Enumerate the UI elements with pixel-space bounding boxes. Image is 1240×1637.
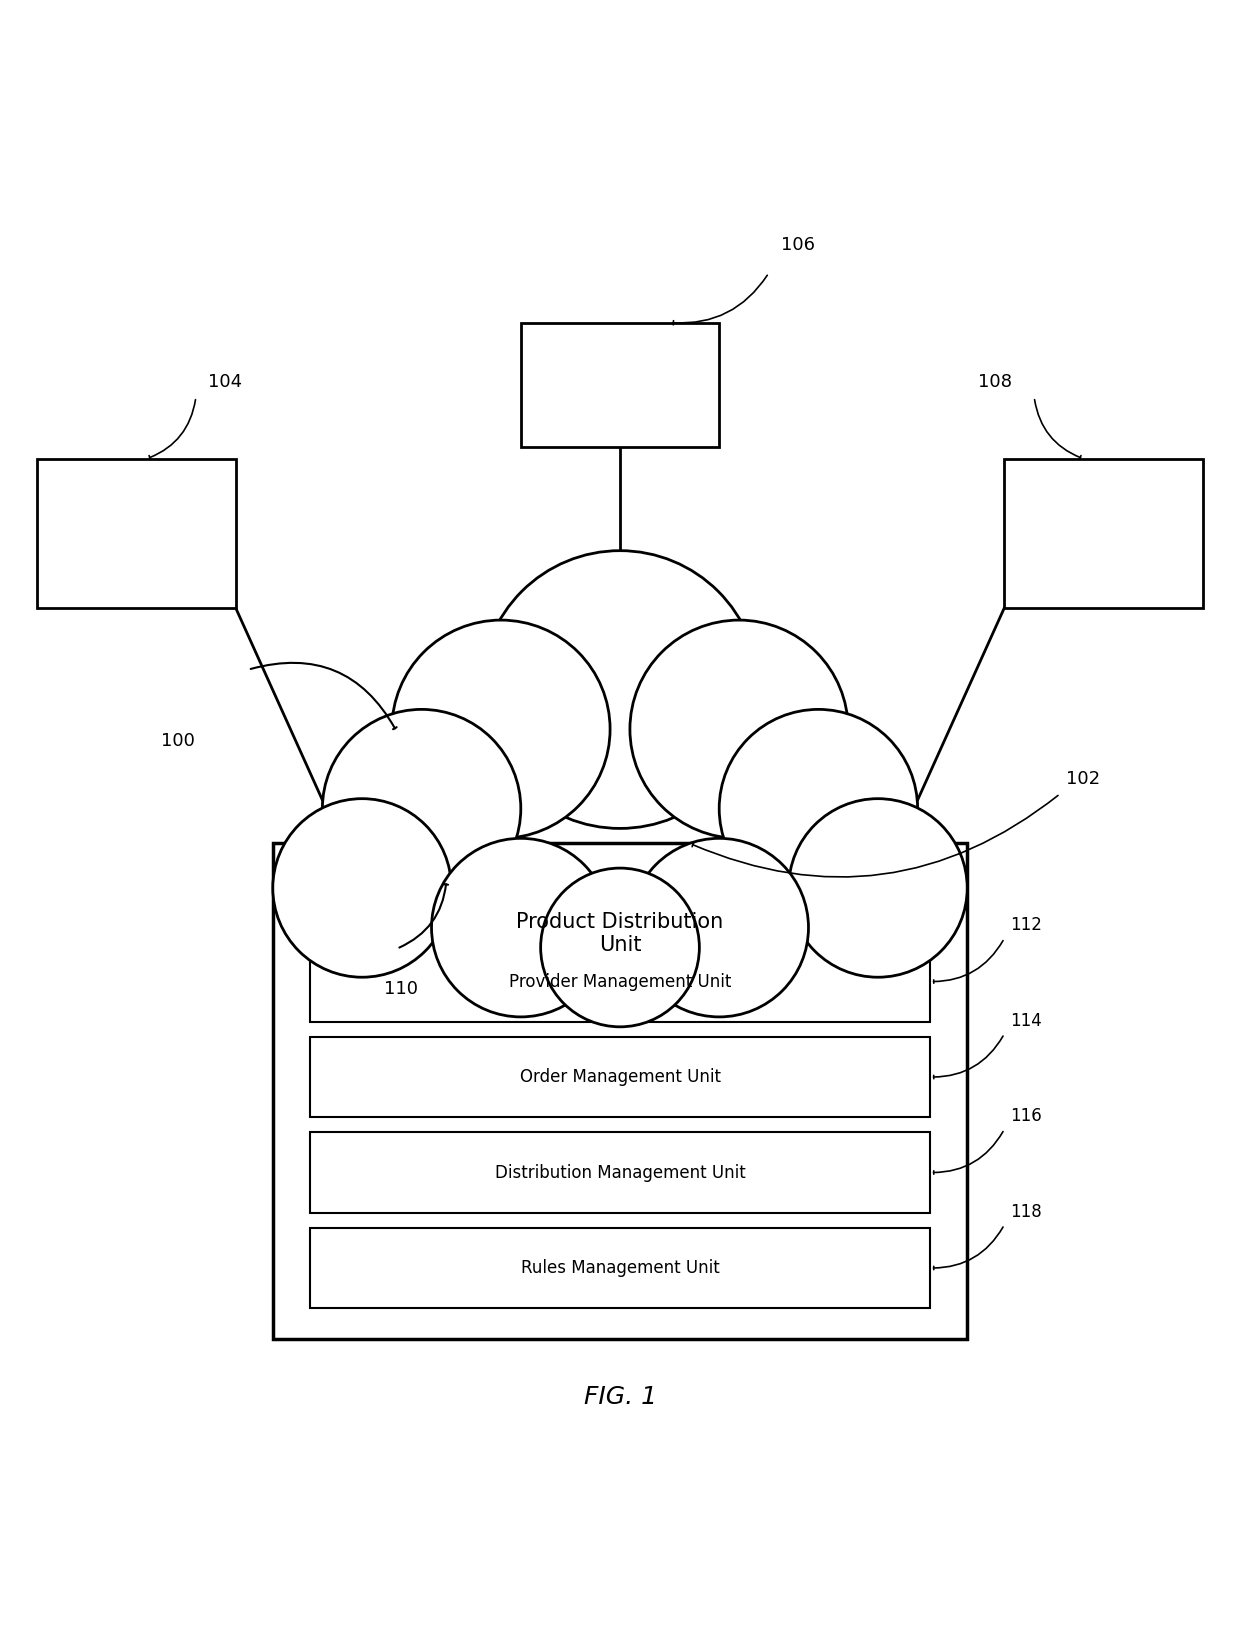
Text: Order Management Unit: Order Management Unit	[520, 1067, 720, 1085]
FancyBboxPatch shape	[273, 843, 967, 1339]
Text: 106: 106	[781, 236, 815, 254]
FancyBboxPatch shape	[1004, 458, 1203, 607]
Circle shape	[630, 838, 808, 1017]
Circle shape	[432, 838, 610, 1017]
FancyBboxPatch shape	[310, 1036, 930, 1118]
Circle shape	[481, 550, 759, 828]
Circle shape	[789, 799, 967, 977]
Circle shape	[273, 799, 451, 977]
FancyBboxPatch shape	[310, 1133, 930, 1213]
Text: 112: 112	[1011, 917, 1043, 935]
Text: Distribution Management Unit: Distribution Management Unit	[495, 1164, 745, 1182]
Circle shape	[541, 868, 699, 1026]
Circle shape	[719, 709, 918, 909]
FancyBboxPatch shape	[37, 458, 236, 607]
Text: 116: 116	[1011, 1107, 1043, 1125]
Text: Rules Management Unit: Rules Management Unit	[521, 1259, 719, 1277]
Text: 110: 110	[384, 979, 418, 997]
Text: 100: 100	[161, 732, 195, 750]
FancyBboxPatch shape	[521, 322, 719, 447]
FancyBboxPatch shape	[310, 941, 930, 1021]
Text: 102: 102	[1066, 769, 1101, 787]
FancyBboxPatch shape	[310, 1228, 930, 1308]
Circle shape	[392, 620, 610, 838]
Text: 108: 108	[978, 373, 1012, 391]
Text: Provider Management Unit: Provider Management Unit	[508, 972, 732, 990]
Text: 118: 118	[1011, 1203, 1043, 1221]
Text: Product Distribution
Unit: Product Distribution Unit	[516, 912, 724, 954]
Text: 104: 104	[208, 373, 243, 391]
Text: FIG. 1: FIG. 1	[584, 1385, 656, 1409]
Circle shape	[322, 709, 521, 909]
Circle shape	[630, 620, 848, 838]
Text: 114: 114	[1011, 1012, 1043, 1030]
